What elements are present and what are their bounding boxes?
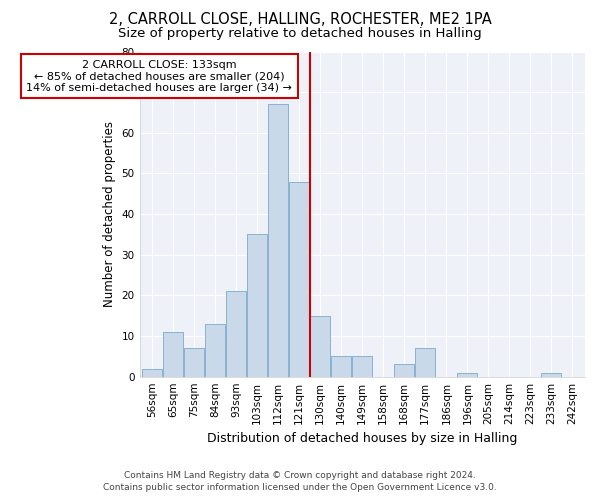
Bar [394, 364, 414, 376]
Bar [310, 316, 330, 376]
Bar [289, 182, 309, 376]
Y-axis label: Number of detached properties: Number of detached properties [103, 121, 116, 307]
Text: 2, CARROLL CLOSE, HALLING, ROCHESTER, ME2 1PA: 2, CARROLL CLOSE, HALLING, ROCHESTER, ME… [109, 12, 491, 28]
Bar [268, 104, 288, 376]
Bar [226, 292, 246, 376]
Bar [415, 348, 435, 376]
Bar [457, 372, 478, 376]
Bar [142, 368, 162, 376]
Bar [331, 356, 351, 376]
Bar [541, 372, 562, 376]
Text: 2 CARROLL CLOSE: 133sqm
← 85% of detached houses are smaller (204)
14% of semi-d: 2 CARROLL CLOSE: 133sqm ← 85% of detache… [26, 60, 292, 93]
X-axis label: Distribution of detached houses by size in Halling: Distribution of detached houses by size … [207, 432, 517, 445]
Text: Size of property relative to detached houses in Halling: Size of property relative to detached ho… [118, 28, 482, 40]
Bar [184, 348, 204, 376]
Text: Contains HM Land Registry data © Crown copyright and database right 2024.
Contai: Contains HM Land Registry data © Crown c… [103, 471, 497, 492]
Bar [352, 356, 372, 376]
Bar [247, 234, 267, 376]
Bar [205, 324, 225, 376]
Bar [163, 332, 183, 376]
